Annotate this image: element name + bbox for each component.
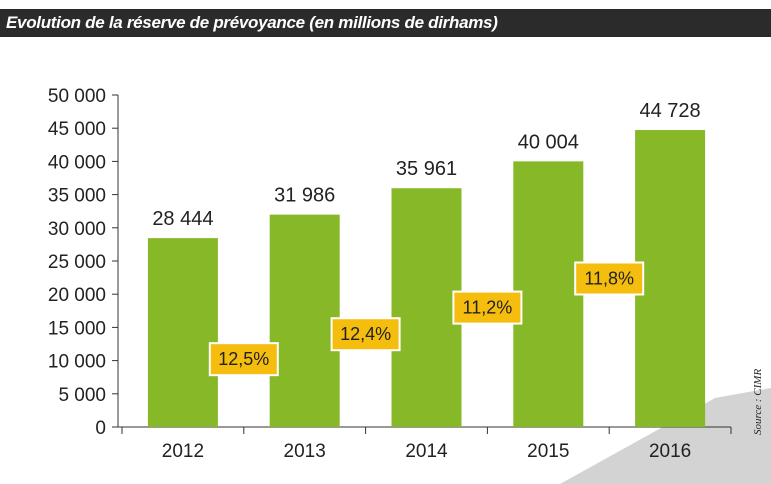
- growth-badge: [452, 290, 523, 325]
- x-axis: 2012 2013 2014 2015 2016: [118, 426, 732, 462]
- y-tick-label: 45 000: [48, 119, 106, 140]
- y-tick-label: 30 000: [48, 219, 106, 240]
- growth-badge: [208, 342, 279, 377]
- x-tick-label: 2012: [162, 441, 204, 462]
- bar-2012: [147, 238, 218, 427]
- y-tick-label: 25 000: [48, 252, 106, 273]
- y-tick-label: 35 000: [48, 186, 106, 207]
- y-axis: 0 5 000 10 000 15 000 20 000 25 000 30 000 35 0…: [48, 86, 119, 439]
- growth-badge-label: 11,8%: [584, 268, 634, 288]
- y-tick-label: 15 000: [48, 318, 106, 339]
- value-label: 28 444: [152, 208, 213, 230]
- y-tick-label: 0: [95, 418, 106, 439]
- bars: [147, 130, 706, 427]
- bar-2014: [391, 188, 462, 427]
- value-label: 44 728: [640, 100, 701, 122]
- growth-badge: [574, 261, 645, 296]
- value-label: 31 986: [274, 185, 335, 207]
- chart-title: Evolution de la réserve de prévoyance (e…: [0, 9, 771, 37]
- y-tick-label: 20 000: [48, 285, 106, 306]
- x-tick-label: 2015: [527, 441, 569, 462]
- growth-badge: [330, 317, 401, 352]
- x-tick-label: 2016: [649, 441, 691, 462]
- value-labels: 28 444 31 986 35 961 40 004 44 728: [152, 100, 700, 230]
- growth-badge-label: 12,5%: [218, 349, 269, 369]
- y-tick-label: 50 000: [48, 86, 106, 107]
- bar-2016: [635, 130, 706, 427]
- y-tick-label: 40 000: [48, 152, 106, 173]
- y-tick-label: 10 000: [48, 352, 106, 373]
- x-tick-label: 2013: [284, 441, 326, 462]
- growth-badges: 12,5% 12,4% 11,2% 11,8%: [208, 261, 645, 377]
- source-note: Source : CIMR: [752, 368, 764, 435]
- bar-2013: [269, 214, 340, 427]
- y-tick-label: 5 000: [58, 385, 106, 406]
- bar-2015: [513, 161, 584, 427]
- corner-decoration: [560, 388, 771, 484]
- value-label: 35 961: [396, 158, 457, 180]
- growth-badge-label: 12,4%: [340, 324, 391, 344]
- x-tick-label: 2014: [405, 441, 448, 462]
- value-label: 40 004: [518, 131, 579, 153]
- growth-badge-label: 11,2%: [463, 298, 513, 318]
